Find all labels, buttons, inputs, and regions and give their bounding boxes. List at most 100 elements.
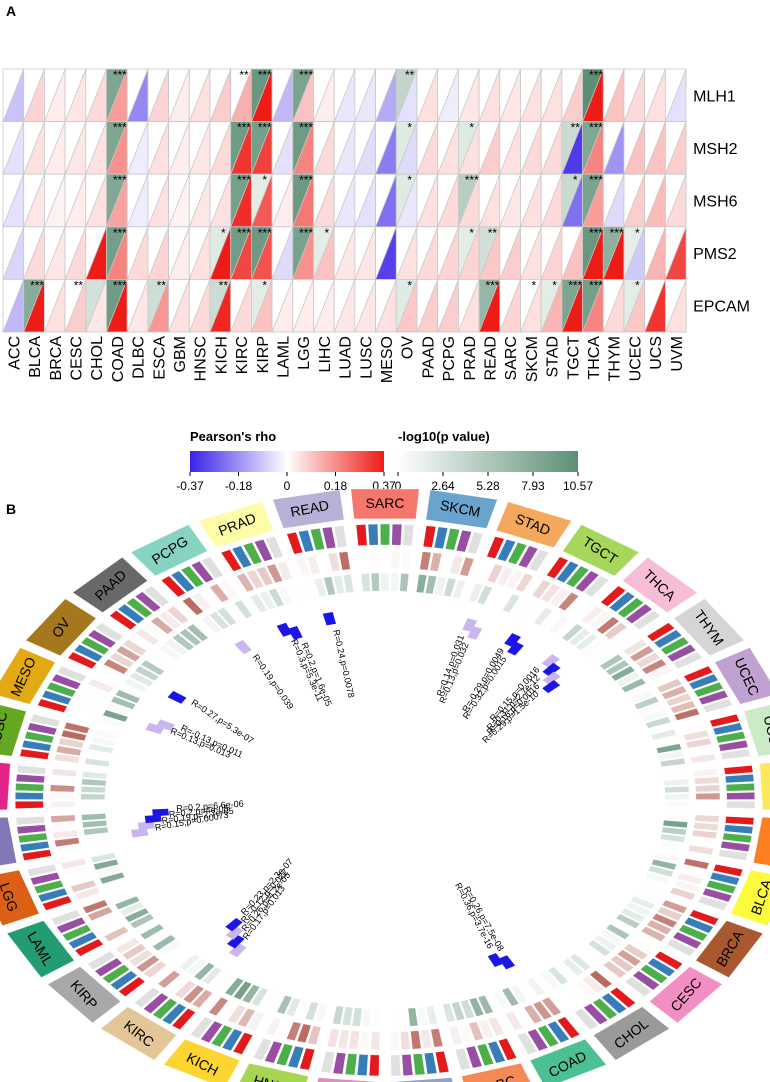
gene-track-cell	[242, 542, 263, 565]
cell-diagonal	[147, 279, 169, 333]
p-track-cell	[96, 865, 122, 878]
rho-track-cell	[573, 980, 596, 999]
sector-band	[743, 704, 770, 757]
gene-track-cell	[221, 1028, 243, 1052]
gene-track-cell	[723, 765, 754, 775]
cell-diagonal	[126, 121, 149, 175]
rho-track-cell	[276, 561, 293, 581]
cell-diagonal	[106, 68, 128, 122]
cell-diagonal	[520, 174, 542, 227]
rho-track-cell	[50, 776, 76, 785]
cell-diagonal	[375, 68, 397, 122]
sector-band	[730, 869, 770, 927]
p-track-cell	[129, 671, 155, 687]
p-track-cell	[313, 577, 327, 598]
p-track-cell	[664, 793, 690, 800]
cell-diagonal	[292, 174, 314, 227]
sector-band	[272, 489, 345, 529]
p-track-cell	[250, 987, 269, 1007]
gene-track-cell	[683, 916, 714, 934]
cell-diagonal	[540, 279, 563, 333]
rho-track-cell	[73, 700, 100, 714]
sector-band	[0, 816, 17, 866]
column-label: HNSC	[193, 336, 210, 381]
cell-diagonal	[271, 68, 294, 122]
column-label: TGCT	[565, 336, 582, 380]
gene-track-cell	[706, 879, 737, 894]
gene-track-cell	[356, 1054, 369, 1076]
gene-track-cell	[725, 816, 755, 826]
p-track-cell	[129, 913, 155, 929]
significance-label: **	[239, 68, 249, 82]
rho-track-cell	[496, 566, 514, 587]
p-track-cell	[98, 716, 125, 729]
legend-p-tick-label: 0	[395, 479, 402, 493]
rho-track-cell	[109, 652, 135, 669]
p-track-cell	[390, 572, 400, 592]
gene-track-cell	[720, 748, 751, 760]
rho-track-cell	[49, 792, 75, 800]
significance-label: ***	[258, 121, 272, 135]
significance-label: ***	[237, 173, 251, 187]
cell-diagonal	[478, 174, 501, 227]
p-track-cell	[485, 587, 502, 608]
cell-diagonal	[520, 279, 542, 333]
p-track-cell	[532, 607, 554, 626]
significance-label: *	[552, 278, 557, 292]
cell-diagonal	[188, 174, 211, 227]
sector-band	[562, 524, 640, 577]
sector-band	[714, 647, 770, 705]
rho-track-cell	[87, 678, 114, 693]
rho-track-cell	[52, 829, 79, 840]
rho-track-cell	[448, 1025, 463, 1045]
cell-diagonal	[147, 226, 169, 280]
column-label: ACC	[6, 336, 23, 370]
rho-track-cell	[695, 792, 721, 800]
cell-diagonal	[23, 121, 45, 175]
p-track-cell	[164, 638, 189, 656]
rho-track-cell	[307, 1025, 322, 1045]
cell-diagonal	[437, 121, 459, 175]
cell-diagonal	[333, 226, 356, 280]
cell-diagonal	[499, 174, 521, 227]
cell-diagonal	[623, 121, 646, 175]
gene-track-cell	[537, 1024, 560, 1048]
rho-track-cell	[588, 611, 612, 630]
gene-track-cell	[367, 523, 379, 546]
p-track-cell	[664, 800, 690, 808]
annotation-marker	[145, 722, 165, 735]
gene-track-cell	[232, 1032, 254, 1055]
gene-track-cell	[556, 1016, 581, 1039]
cell-diagonal	[64, 226, 87, 280]
cell-diagonal	[333, 174, 356, 227]
rho-track-cell	[190, 592, 213, 612]
gene-track-cell	[30, 872, 61, 886]
rho-track-cell	[208, 996, 229, 1017]
gene-track-cell	[725, 783, 755, 792]
p-track-cell	[517, 980, 537, 1000]
cell-diagonal	[147, 121, 169, 175]
p-track-cell	[179, 628, 202, 647]
gene-track-cell	[264, 1040, 283, 1064]
cell-diagonal	[126, 174, 149, 227]
rho-track-cell	[82, 899, 109, 914]
significance-label: **	[571, 121, 581, 135]
p-track-cell	[303, 579, 318, 599]
annotation-marker	[228, 943, 247, 958]
p-track-cell	[110, 889, 136, 904]
gene-track-cell	[24, 731, 55, 744]
legend-rho-title: Pearson's rho	[190, 429, 276, 444]
rho-track-cell	[58, 737, 85, 749]
rho-track-cell	[549, 587, 571, 607]
column-label: DLBC	[131, 336, 148, 379]
gene-track-cell	[320, 1050, 335, 1074]
rho-track-cell	[486, 563, 504, 584]
rho-track-cell	[296, 1023, 312, 1044]
gene-track-cell	[19, 840, 50, 853]
rho-track-cell	[669, 887, 696, 901]
heatmap-panel: *** ** *** *** ** ***MLH1*** *** *** *** * * ** ***M…	[2, 68, 750, 383]
cell-diagonal	[582, 226, 604, 280]
significance-label: ***	[485, 278, 499, 292]
cell-diagonal	[458, 174, 480, 227]
